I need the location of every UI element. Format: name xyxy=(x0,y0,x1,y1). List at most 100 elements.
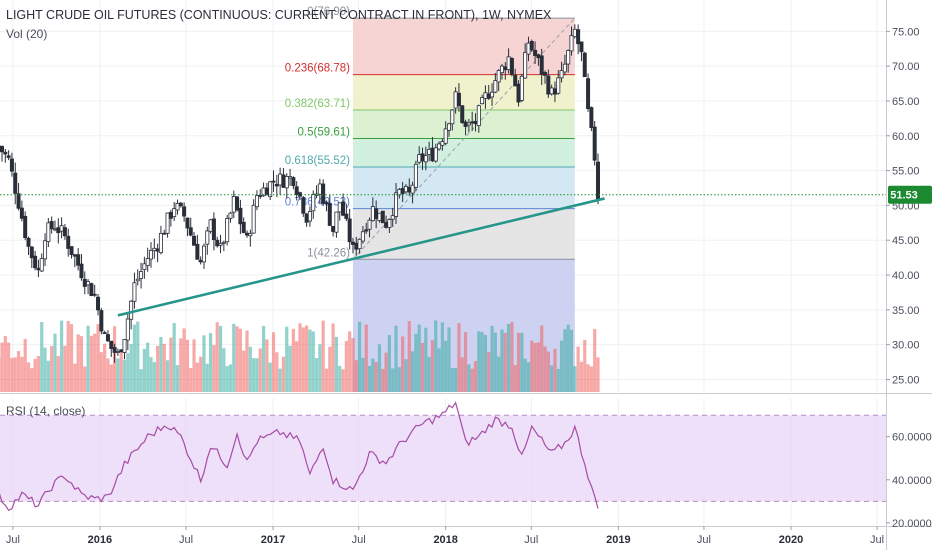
volume-bar xyxy=(550,365,554,392)
candle-down xyxy=(258,195,263,197)
volume-bar xyxy=(437,348,441,392)
volume-bar xyxy=(351,338,355,392)
volume-bar xyxy=(318,344,322,392)
volume-bar xyxy=(520,332,524,392)
volume-bar xyxy=(291,328,295,392)
candle-down xyxy=(79,263,84,279)
volume-bar xyxy=(202,335,206,392)
rsi-axis[interactable]: 20.0000 40.0000 60.0000 xyxy=(886,432,932,530)
volume-bar xyxy=(480,332,484,392)
candle-down xyxy=(36,267,41,271)
candle-down xyxy=(238,207,243,225)
candle-down xyxy=(380,210,385,224)
candle-down xyxy=(456,92,461,107)
volume-bar xyxy=(122,359,127,392)
candle-up xyxy=(367,219,372,230)
volume-bars xyxy=(0,320,600,392)
candle-down xyxy=(69,246,74,255)
fib-level-label: 0(76.90) xyxy=(307,6,350,18)
candle-down xyxy=(509,58,514,75)
candle-up xyxy=(572,28,577,37)
candle-down xyxy=(294,186,299,195)
volume-legend: Vol (20) xyxy=(6,27,47,41)
volume-bar xyxy=(129,344,133,392)
candle-down xyxy=(579,41,584,53)
candle-down xyxy=(109,340,114,349)
rsi-legend: RSI (14, close) xyxy=(6,404,85,418)
x-tick-label: Jul xyxy=(697,534,711,546)
candle-down xyxy=(586,78,591,110)
candle-down xyxy=(592,126,597,161)
candle-up xyxy=(284,176,289,189)
candle-up xyxy=(427,148,432,156)
x-tick-label: 2018 xyxy=(433,534,457,546)
fib-zone xyxy=(352,138,575,167)
volume-bar xyxy=(308,329,312,392)
volume-bar xyxy=(596,357,600,392)
candle-up xyxy=(268,181,273,198)
candle-down xyxy=(96,296,101,311)
volume-bar xyxy=(248,346,252,392)
volume-bar xyxy=(424,327,428,392)
volume-bar xyxy=(407,321,411,392)
volume-bar xyxy=(331,323,335,392)
volume-bar xyxy=(364,324,368,392)
candle-down xyxy=(119,349,124,353)
volume-bar xyxy=(175,365,180,392)
volume-bar xyxy=(354,360,358,392)
candle-down xyxy=(264,187,269,196)
candle-down xyxy=(589,107,594,128)
candle-up xyxy=(115,351,120,353)
volume-bar xyxy=(430,340,435,392)
volume-bar xyxy=(563,329,567,392)
volume-bar xyxy=(381,368,385,392)
candle-up xyxy=(145,258,150,267)
candle-down xyxy=(33,255,38,269)
volume-bar xyxy=(132,324,137,392)
candle-up xyxy=(423,155,428,163)
candle-up xyxy=(172,208,177,218)
volume-bar xyxy=(89,335,93,392)
rsi-tick-label: 20.0000 xyxy=(892,518,932,530)
candle-up xyxy=(446,123,451,131)
volume-bar xyxy=(367,365,372,392)
volume-bar xyxy=(536,342,540,392)
candle-down xyxy=(0,145,4,153)
price-axis[interactable]: 25.0030.0035.0040.0045.0050.0055.0060.00… xyxy=(886,26,920,386)
candle-up xyxy=(218,243,223,246)
volume-bar xyxy=(467,364,471,392)
candle-up xyxy=(314,193,319,196)
candle-up xyxy=(506,56,511,71)
time-axis[interactable]: Jul2016Jul2017Jul2018Jul2019Jul2020Jul15 xyxy=(6,526,932,546)
volume-bar xyxy=(497,356,501,392)
candle-down xyxy=(324,202,329,205)
volume-bar xyxy=(540,325,544,392)
candle-down xyxy=(513,75,518,87)
candle-down xyxy=(188,227,193,236)
candle-down xyxy=(327,202,332,226)
volume-bar xyxy=(261,325,266,392)
volume-bar xyxy=(457,323,461,392)
volume-bar xyxy=(321,320,325,392)
candle-up xyxy=(562,63,567,73)
trendline[interactable] xyxy=(117,197,605,317)
volume-bar xyxy=(13,357,17,392)
fib-level-label: 0.236(68.78) xyxy=(285,63,350,75)
candle-up xyxy=(493,80,498,93)
volume-bar xyxy=(212,345,216,392)
volume-bar xyxy=(463,332,468,392)
candle-up xyxy=(317,183,322,195)
candle-up xyxy=(122,339,127,353)
volume-bar xyxy=(139,369,143,392)
volume-bar xyxy=(533,342,537,392)
y-tick-label: 40.00 xyxy=(892,270,920,282)
trendline-line[interactable] xyxy=(117,197,605,317)
candle-up xyxy=(390,215,395,220)
last-price-badge-text: 51.53 xyxy=(890,190,918,202)
volume-bar xyxy=(156,345,160,392)
volume-bar xyxy=(477,331,481,392)
candle-down xyxy=(23,215,28,238)
candle-down xyxy=(543,72,548,76)
volume-bar xyxy=(344,340,348,392)
